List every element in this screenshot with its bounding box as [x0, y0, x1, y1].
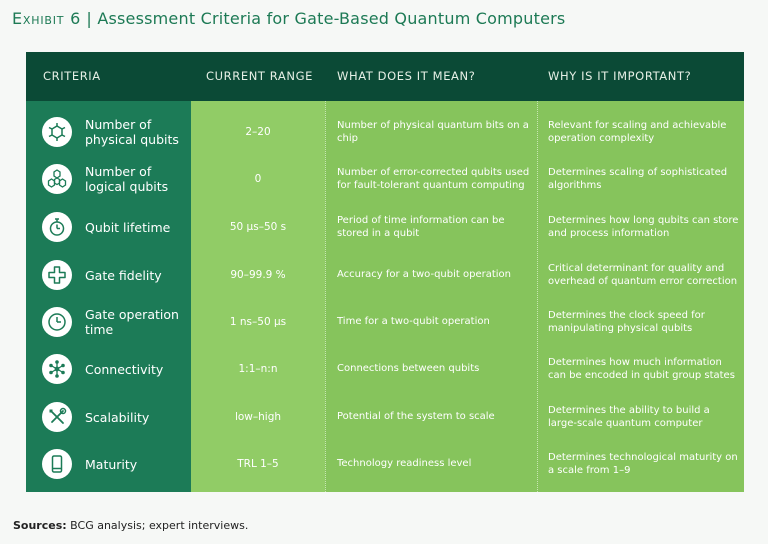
meaning-text: Accuracy for a two-qubit operation — [337, 269, 512, 281]
criteria-table: CRITERIA CURRENT RANGE WHAT DOES IT MEAN… — [26, 52, 744, 492]
sources-text: BCG analysis; expert interviews. — [66, 519, 249, 532]
criteria-label: Connectivity — [85, 361, 164, 377]
criteria-label: Maturity — [85, 456, 138, 472]
criteria-label: Number of physical qubits — [85, 117, 179, 147]
shield-plus-icon — [42, 260, 72, 290]
importance-text: Determines the ability to build a large-… — [548, 404, 710, 430]
table-row: Gate fidelity 90–99.9 % Accuracy for a t… — [26, 251, 744, 299]
current-range-value: 90–99.9 % — [230, 269, 286, 281]
exhibit-number: Exhibit 6 — [12, 9, 82, 28]
column-divider — [325, 101, 326, 492]
importance-text: Determines the clock speed for manipulat… — [548, 309, 705, 335]
criteria-label: Scalability — [85, 409, 150, 425]
column-divider — [537, 101, 538, 492]
exhibit-title: Exhibit 6 | Assessment Criteria for Gate… — [12, 9, 565, 28]
sources-note: Sources: BCG analysis; expert interviews… — [13, 519, 248, 532]
header-meaning: WHAT DOES IT MEAN? — [337, 69, 476, 83]
stopwatch-icon — [42, 212, 72, 242]
table-row: Gate operation time 1 ns–50 µs Time for … — [26, 298, 744, 346]
sources-label: Sources: — [13, 519, 67, 532]
table-row: Maturity TRL 1–5 Technology readiness le… — [26, 440, 744, 488]
meaning-text: Technology readiness level — [337, 458, 472, 470]
meaning-text: Time for a two-qubit operation — [337, 316, 490, 328]
meaning-text: Connections between qubits — [337, 363, 480, 375]
table-row: Qubit lifetime 50 µs–50 s Period of time… — [26, 203, 744, 251]
single-hexagon-qubit-icon — [42, 117, 72, 147]
criteria-label: Gate operation time — [85, 307, 179, 337]
importance-text: Determines how much information can be e… — [548, 356, 735, 382]
current-range-value: TRL 1–5 — [237, 458, 279, 470]
current-range-value: 1:1–n:n — [238, 363, 278, 375]
table-row: Connectivity 1:1–n:n Connections between… — [26, 345, 744, 393]
meaning-text: Number of error-corrected qubits used fo… — [337, 166, 530, 192]
network-nodes-icon — [42, 354, 72, 384]
meaning-text: Potential of the system to scale — [337, 411, 495, 423]
range-column-bg — [191, 101, 325, 492]
meaning-text: Number of physical quantum bits on a chi… — [337, 119, 529, 145]
smartphone-icon — [42, 449, 72, 479]
importance-text: Critical determinant for quality and ove… — [548, 262, 738, 288]
hexagon-cluster-icon — [42, 164, 72, 194]
header-current-range: CURRENT RANGE — [206, 69, 313, 83]
table-header: CRITERIA CURRENT RANGE WHAT DOES IT MEAN… — [26, 52, 744, 101]
criteria-label: Gate fidelity — [85, 267, 162, 283]
current-range-value: 1 ns–50 µs — [229, 316, 287, 328]
table-row: Number of physical qubits 2–20 Number of… — [26, 108, 744, 156]
current-range-value: 0 — [254, 173, 262, 185]
table-row: Scalability low–high Potential of the sy… — [26, 393, 744, 441]
title-separator: | — [81, 9, 98, 28]
criteria-label: Qubit lifetime — [85, 219, 171, 235]
header-criteria: CRITERIA — [43, 69, 101, 83]
current-range-value: 2–20 — [245, 126, 271, 138]
title-text: Assessment Criteria for Gate-Based Quant… — [97, 9, 566, 28]
importance-text: Determines technological maturity on a s… — [548, 451, 738, 477]
criteria-label: Number of logical qubits — [85, 164, 169, 194]
importance-text: Determines how long qubits can store and… — [548, 214, 739, 240]
clock-icon — [42, 307, 72, 337]
current-range-value: 50 µs–50 s — [229, 221, 287, 233]
importance-text: Relevant for scaling and achievable oper… — [548, 119, 727, 145]
header-importance: WHY IS IT IMPORTANT? — [548, 69, 692, 83]
table-row: Number of logical qubits 0 Number of err… — [26, 155, 744, 203]
wrench-screwdriver-icon — [42, 402, 72, 432]
current-range-value: low–high — [234, 411, 282, 423]
importance-text: Determines scaling of sophisticated algo… — [548, 166, 728, 192]
meaning-text: Period of time information can be stored… — [337, 214, 505, 240]
